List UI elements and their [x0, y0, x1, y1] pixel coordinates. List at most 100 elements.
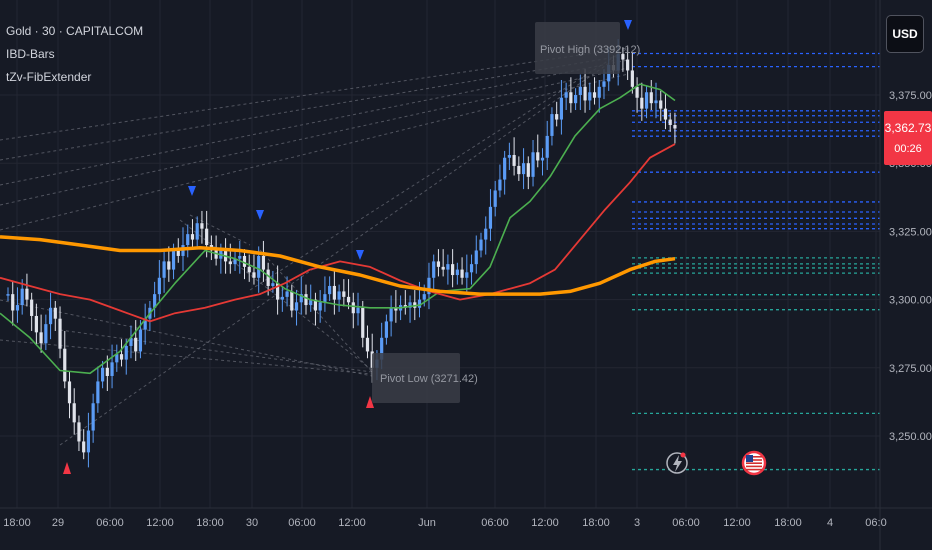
candle-body [365, 337, 370, 352]
price-tag-bg [884, 111, 932, 165]
candle-body [176, 250, 180, 256]
candle-body [521, 163, 526, 175]
x-tick-label: 12:00 [338, 517, 366, 529]
candle-body [238, 255, 242, 259]
last-price-tag: 3,362.73 00:26 [884, 111, 932, 165]
candle-body [356, 307, 360, 314]
candle-body [276, 283, 280, 300]
last-price-text: 3,362.73 [885, 121, 932, 135]
x-tick-label: 06:00 [288, 517, 316, 529]
y-tick-label: 3,250.00 [889, 431, 932, 443]
flag-icon-stripe [746, 459, 762, 461]
candle-body [654, 100, 658, 104]
symbol-title[interactable]: Gold · 30 · CAPITALCOM [6, 24, 144, 38]
candle-body [34, 315, 38, 333]
candle-body [659, 100, 663, 109]
x-tick-label: 3 [634, 517, 640, 529]
candle-body [460, 269, 464, 278]
fib-ray [189, 214, 251, 246]
x-tick-label: 06:00 [672, 517, 700, 529]
candle-body [422, 294, 426, 300]
fib-levels [632, 52, 880, 471]
currency-button[interactable]: USD [886, 15, 924, 53]
candle-body [498, 179, 502, 191]
lightning-event-icon[interactable] [666, 452, 688, 474]
candle-body [597, 86, 601, 98]
candle-body [559, 97, 564, 120]
indicator-ibd-bars[interactable]: IBD-Bars [6, 47, 55, 61]
candle-body [252, 272, 256, 278]
candle-body [569, 92, 573, 104]
candle-body [195, 223, 199, 240]
pivot-high-label: Pivot High (3392.12) [540, 44, 640, 56]
us-flag-event-icon[interactable] [741, 450, 767, 476]
candle-body [39, 332, 43, 344]
candle-body [517, 165, 521, 175]
candle-body [101, 367, 105, 382]
pivot-high-marker [356, 250, 364, 260]
candle-body [550, 114, 554, 136]
candle-body [545, 135, 549, 158]
lightning-icon [673, 455, 682, 472]
candle-body [469, 264, 474, 273]
candle-body [640, 97, 644, 109]
candle-body [280, 296, 284, 300]
flag-icon-canton [746, 455, 753, 462]
candle-body [119, 354, 124, 360]
candle-body [474, 250, 478, 265]
candle-body [630, 70, 634, 87]
candle-body [82, 441, 86, 453]
candle-body [134, 337, 138, 352]
candle-body [257, 255, 261, 278]
x-tick-label: 18:00 [582, 517, 610, 529]
flag-icon-stripe [746, 465, 762, 468]
fib-ray [59, 329, 373, 373]
candle-body [6, 294, 10, 296]
pivot-low-box [372, 353, 460, 403]
candle-body [190, 234, 195, 240]
candle-body [138, 329, 143, 352]
candles [6, 39, 677, 468]
pivot-low-label: Pivot Low (3271.42) [380, 373, 478, 385]
candle-body [91, 403, 95, 431]
bar-countdown-text: 00:26 [894, 143, 922, 155]
candle-body [44, 324, 48, 344]
x-tick-label: 06:00 [481, 517, 509, 529]
candle-body [110, 362, 114, 376]
pivot-high-marker [256, 210, 264, 220]
candle-body [96, 381, 100, 404]
candle-body [635, 86, 639, 98]
candle-body [602, 81, 606, 87]
candle-body [408, 302, 412, 308]
candle-body [72, 403, 76, 423]
series-line-2 [0, 235, 676, 296]
candle-body [105, 367, 109, 376]
candle-body [328, 285, 332, 295]
y-tick-label: 3,375.00 [889, 90, 932, 102]
x-tick-label: 18:00 [3, 517, 31, 529]
candle-body [337, 291, 341, 300]
candle-body [394, 307, 398, 311]
candle-body [351, 302, 355, 314]
candle-body [53, 307, 57, 319]
candle-body [451, 264, 455, 276]
pivot-annotations: Pivot High (3392.12) Pivot Low (3271.42) [372, 22, 640, 403]
event-icons[interactable] [666, 450, 767, 476]
candle-body [290, 291, 294, 311]
candle-body [626, 59, 630, 71]
y-tick-label: 3,325.00 [889, 226, 932, 238]
candle-body [294, 302, 299, 311]
candle-body [663, 108, 668, 120]
candle-body [271, 283, 275, 286]
candle-body [488, 206, 493, 229]
candle-body [526, 163, 530, 177]
candle-body [346, 296, 351, 303]
x-tick-label: 06:00 [96, 517, 124, 529]
indicator-fib-extender[interactable]: tZv-FibExtender [6, 70, 92, 84]
fib-ray [0, 339, 373, 375]
series-line-1 [0, 143, 676, 323]
pivot-low-marker [63, 462, 71, 474]
fib-ray [0, 47, 629, 141]
